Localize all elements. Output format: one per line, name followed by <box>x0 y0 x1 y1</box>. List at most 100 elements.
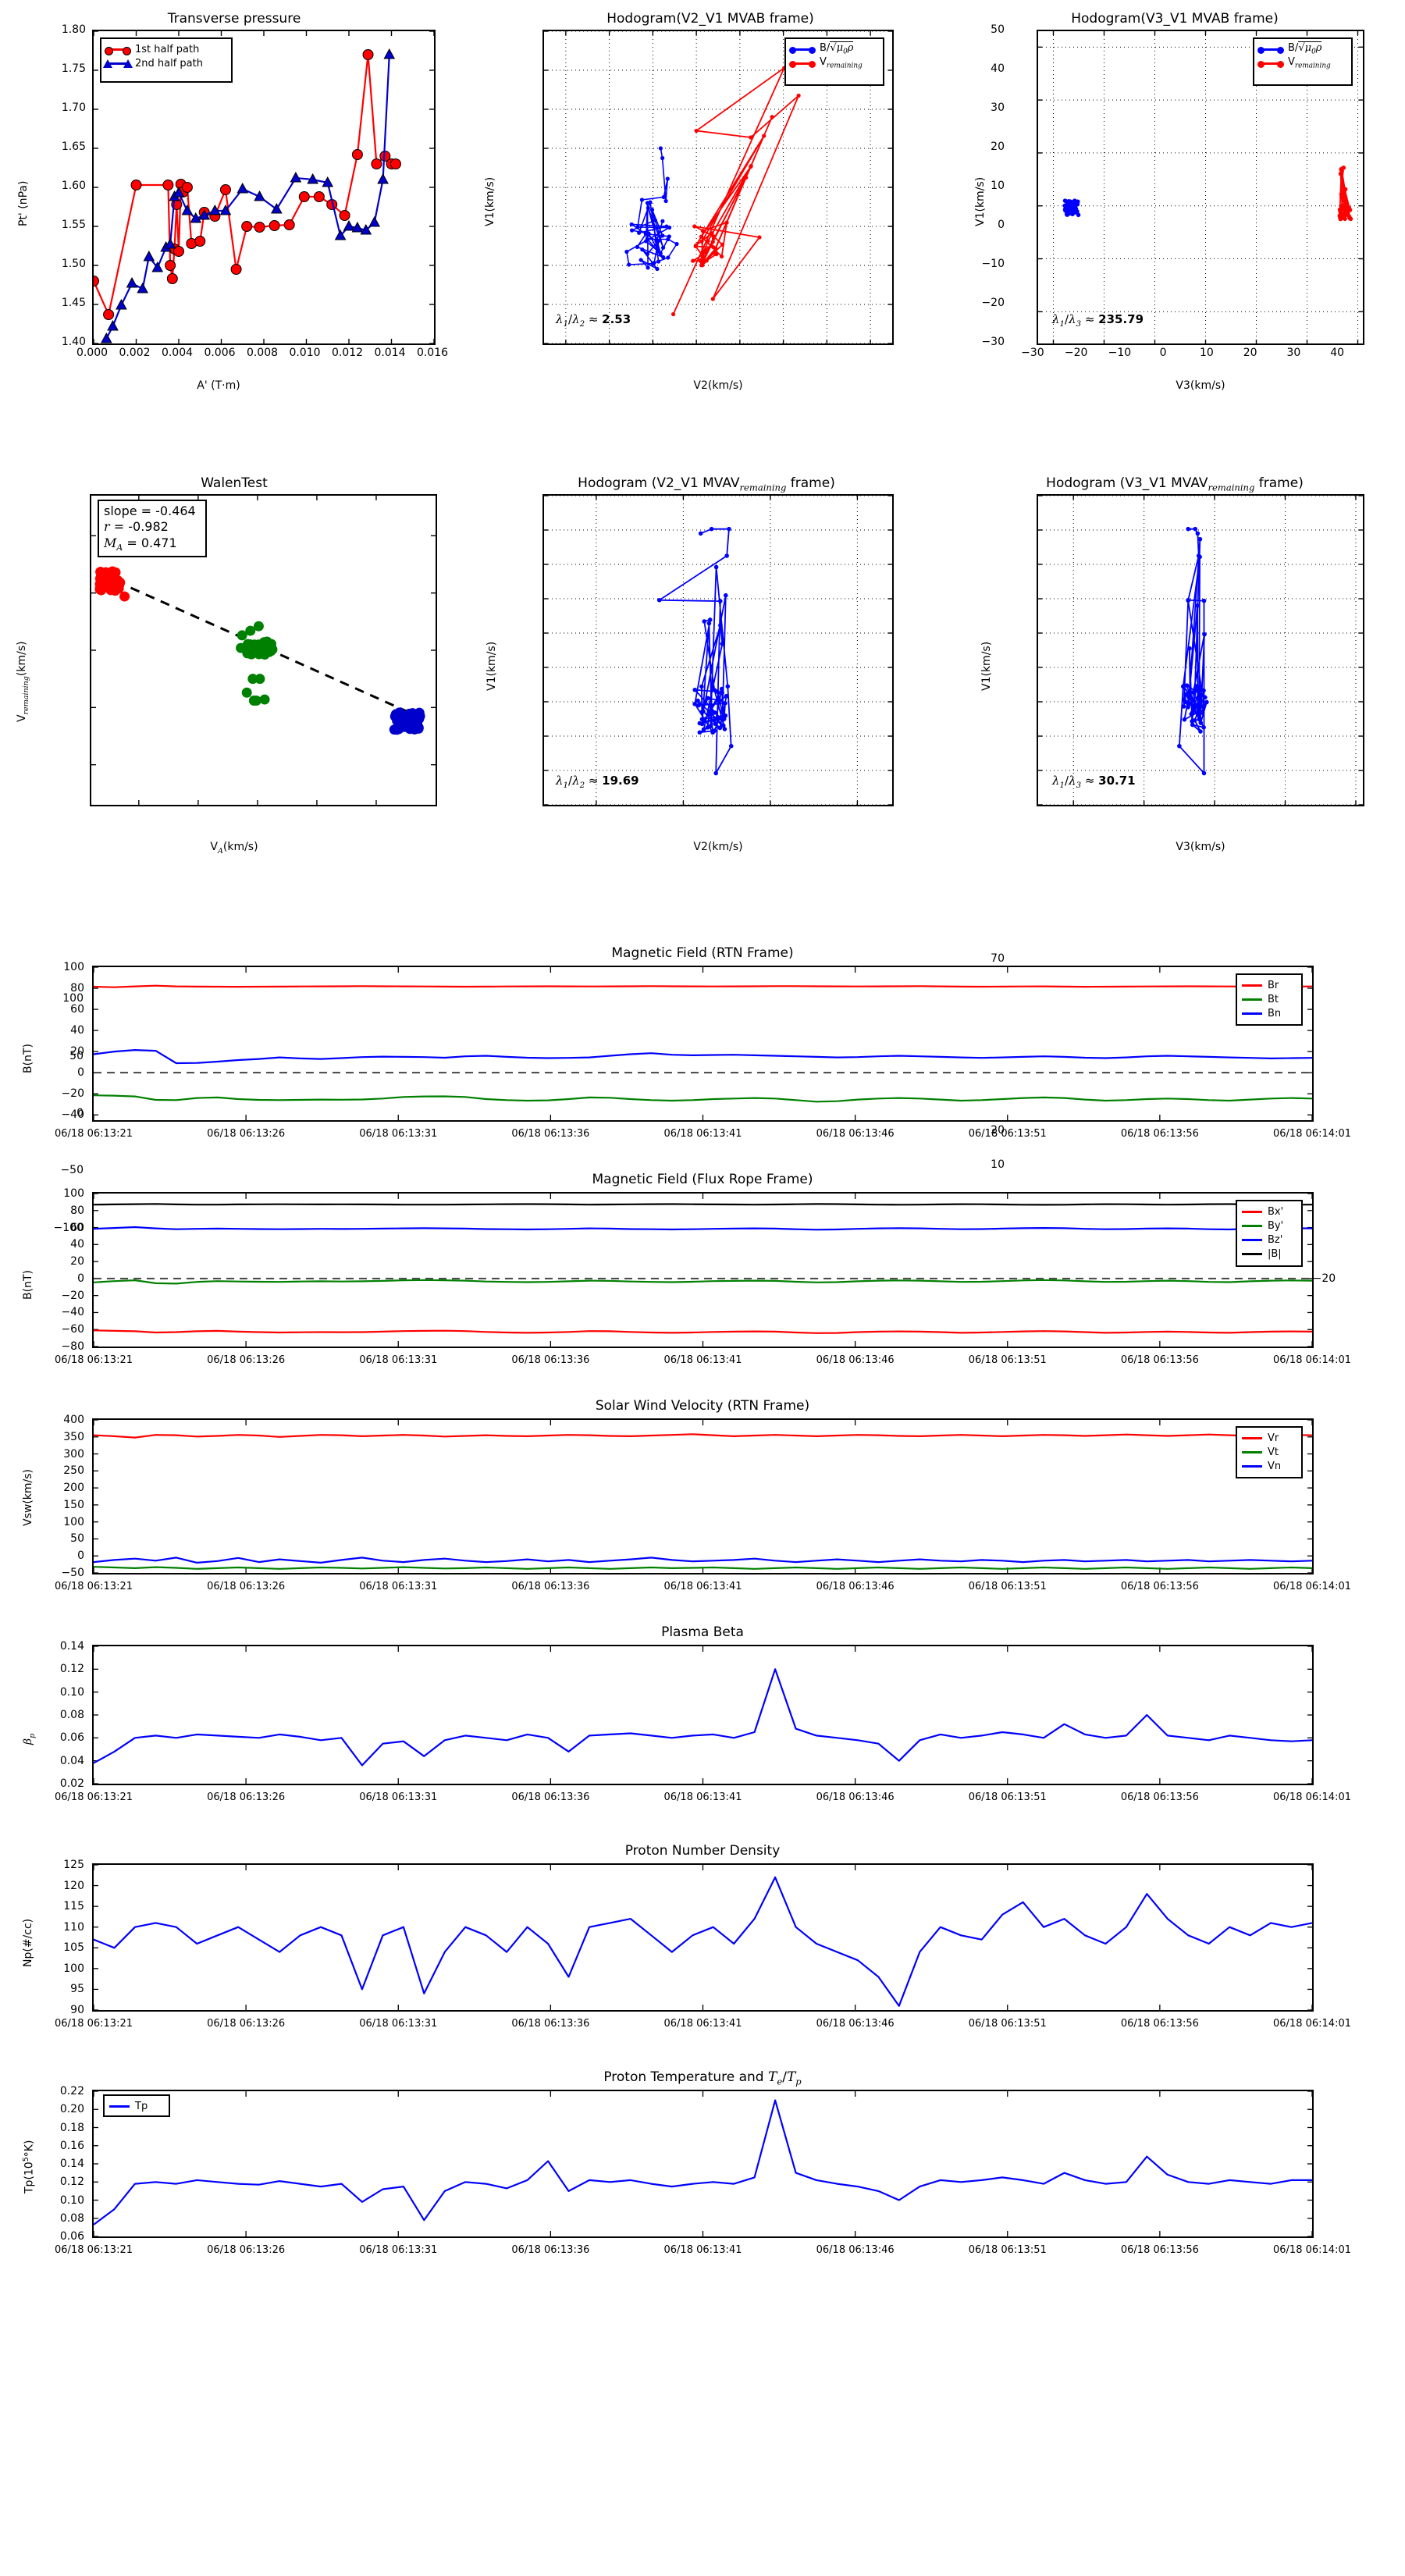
legend-label-vremaining: Vremaining <box>1288 56 1331 70</box>
y-tick-label: 0 <box>77 1272 84 1285</box>
y-tick-label: 50 <box>991 23 1005 36</box>
y-tick-label: 100 <box>63 1515 84 1528</box>
y-tick-label: 50 <box>69 1049 84 1062</box>
legend-swatch <box>1242 1224 1262 1227</box>
y-tick-label: 10 <box>991 1158 1005 1171</box>
y-tick-label: 400 <box>63 1414 84 1426</box>
y-tick-label: 50 <box>937 145 1405 158</box>
y-axis-label: Vremaining(km/s) <box>16 641 30 722</box>
time-tick-label: 06/18 06:13:46 <box>816 1128 895 1140</box>
y-tick-label: 20 <box>991 1124 1005 1137</box>
y-tick-label: 50 <box>70 1532 84 1546</box>
y-tick-label: 0.04 <box>59 1754 84 1767</box>
x-tick-label: 0.010 <box>289 347 321 359</box>
y-tick-label: −20 <box>61 1087 84 1101</box>
time-tick-label: 06/18 06:13:21 <box>55 1128 133 1140</box>
x-tick-label: −20 <box>1312 1272 1336 1285</box>
panel-title: Magnetic Field (Flux Rope Frame) <box>592 1172 813 1187</box>
legend-row-alfven: B/√μ0ρ <box>789 41 878 56</box>
y-tick-label: 0.02 <box>59 1777 84 1790</box>
x-tick-label: 40 <box>1330 347 1345 359</box>
time-tick-label: 06/18 06:13:36 <box>511 1791 590 1803</box>
y-tick-label: 40 <box>991 62 1005 75</box>
y-tick-label: 150 <box>937 39 1405 52</box>
time-tick-label: 06/18 06:13:46 <box>816 1354 895 1366</box>
time-tick-label: 06/18 06:13:46 <box>816 2244 895 2256</box>
y-tick-label: 100 <box>62 992 84 1005</box>
panel-hodogram-v3v1-mvab: Hodogram(V3_V1 MVAB frame) B/√μ0ρ Vremai… <box>937 0 1405 437</box>
eigenvalue-ratio-value: 235.79 <box>1098 312 1144 326</box>
time-tick-label: 06/18 06:13:36 <box>511 1581 590 1592</box>
legend-swatch-blue-triangle <box>103 59 133 68</box>
y-tick-label: 95 <box>70 1983 84 1996</box>
time-tick-label: 06/18 06:13:56 <box>1120 1354 1199 1366</box>
solar-wind-velocity-rtn-plot <box>94 1420 1312 1573</box>
x-tick-label: −30 <box>1021 347 1044 359</box>
x-tick-label: −10 <box>1108 347 1132 359</box>
time-tick-label: 06/18 06:13:41 <box>663 1581 742 1592</box>
plot-area <box>92 2090 1314 2238</box>
time-tick-label: 06/18 06:13:21 <box>55 1581 133 1592</box>
legend-label: Vr <box>1268 1432 1279 1444</box>
time-tick-label: 06/18 06:13:51 <box>968 1791 1047 1803</box>
legend-label-vremaining: Vremaining <box>820 56 863 70</box>
panel-title: Plasma Beta <box>661 1624 744 1640</box>
time-tick-label: 06/18 06:13:51 <box>968 1581 1047 1592</box>
eigenvalue-ratio-annotation: λ1/λ3 ≈ 30.71 <box>1052 774 1136 790</box>
x-tick-label: 0.008 <box>246 347 279 359</box>
time-tick-label: 06/18 06:13:46 <box>816 1581 895 1592</box>
time-tick-label: 06/18 06:13:56 <box>1120 1581 1199 1592</box>
time-tick-label: 06/18 06:13:36 <box>511 1354 590 1366</box>
time-tick-label: 06/18 06:13:31 <box>359 2244 438 2256</box>
y-tick-label: −100 <box>53 1221 84 1234</box>
y-tick-label: 120 <box>63 1879 84 1892</box>
y-tick-label: 0.14 <box>59 2158 84 2170</box>
legend-row-bn: Bn <box>1242 1006 1297 1020</box>
y-tick-label: −50 <box>61 1567 84 1579</box>
legend-label: Bz' <box>1268 1233 1283 1246</box>
panel-proton-temperature: Proton Temperature and Te/Tp Tp(105°K) 0.0… <box>0 2065 1405 2307</box>
panel-title: Solar Wind Velocity (RTN Frame) <box>595 1398 810 1414</box>
legend-label-1st-half: 1st half path <box>135 43 200 55</box>
y-tick-label: 1.50 <box>61 258 86 270</box>
y-tick-label: −10 <box>981 258 1005 270</box>
x-axis-label: VA(km/s) <box>210 841 258 856</box>
legend-row-bt: Bt <box>1242 992 1297 1006</box>
y-tick-label: 60 <box>70 1003 84 1016</box>
y-tick-label: 70 <box>991 952 1005 965</box>
y-tick-label: 0 <box>77 1066 84 1080</box>
legend-label: Vn <box>1268 1460 1282 1472</box>
legend-swatch-blue <box>1257 46 1284 54</box>
x-tick-label: 0.004 <box>161 347 194 359</box>
legend-swatch <box>1242 984 1262 987</box>
y-tick-label: −40 <box>61 1108 84 1122</box>
legend-swatch <box>1242 1464 1262 1468</box>
panel-title: Magnetic Field (RTN Frame) <box>611 945 794 961</box>
hodogram-v3v1-mvab-plot <box>1038 31 1363 343</box>
legend-row-alfven: B/√μ0ρ <box>1257 41 1346 56</box>
y-tick-label: 0.06 <box>59 2230 84 2243</box>
y-tick-label: 0.12 <box>59 1663 84 1676</box>
legend-swatch <box>1242 1210 1262 1213</box>
walen-slope-line: slope = -0.464 <box>104 503 196 518</box>
walen-ma-line: MA = 0.471 <box>104 535 177 553</box>
y-tick-label: −30 <box>981 336 1005 348</box>
time-tick-label: 06/18 06:13:26 <box>207 2018 286 2030</box>
panel-hodogram-v2v1-mvab: Hodogram(V2_V1 MVAB frame) B/√μ0ρ Vremai… <box>468 0 1344 437</box>
y-tick-label: 100 <box>937 92 1405 105</box>
eigenvalue-ratio-value: 2.53 <box>602 312 631 326</box>
y-tick-label: 1.75 <box>61 62 86 75</box>
panel-title: Proton Number Density <box>624 1843 781 1859</box>
y-tick-label: 150 <box>63 1498 84 1511</box>
legend-magnetic-field-rtn: Br Bt Bn <box>1236 973 1303 1026</box>
panel-transverse-pressure: Transverse pressure 1st half path 2nd ha… <box>0 0 468 437</box>
panel-title: Hodogram(V3_V1 MVAB frame) <box>1071 11 1279 27</box>
x-tick-label: 0.014 <box>374 347 406 359</box>
y-tick-label: 0.10 <box>59 1685 84 1699</box>
time-tick-label: 06/18 06:13:51 <box>968 1354 1047 1366</box>
y-tick-label: 200 <box>63 1482 84 1495</box>
panel-title: WalenTest <box>201 475 268 491</box>
y-tick-label: 1.45 <box>61 297 86 309</box>
time-tick-label: 06/18 06:13:31 <box>359 1581 438 1592</box>
